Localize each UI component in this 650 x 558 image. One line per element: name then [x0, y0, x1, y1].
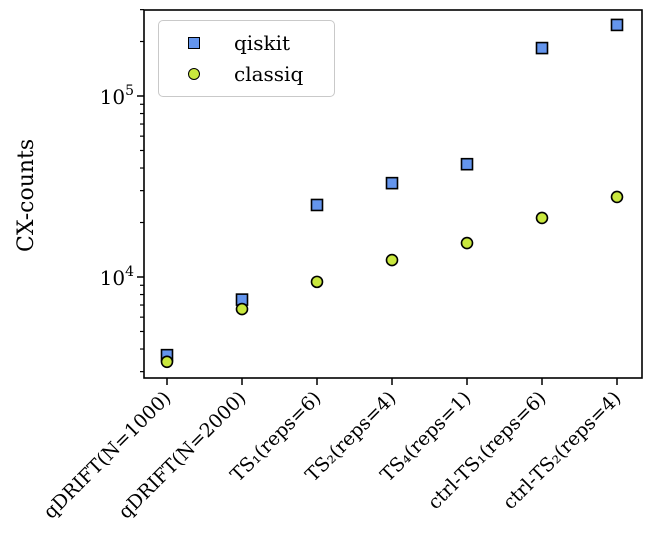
- point-classiq: [385, 253, 399, 267]
- legend-label-classiq: classiq: [234, 62, 304, 87]
- legend-label-qiskit: qiskit: [234, 30, 291, 55]
- legend: qiskit classiq: [158, 20, 335, 97]
- point-qiskit: [610, 18, 624, 32]
- y-major-ticks: [137, 95, 144, 278]
- y-tick-label: 104: [100, 264, 134, 290]
- qiskit-square-marker-icon: [188, 36, 200, 49]
- x-ticks: [166, 378, 618, 385]
- point-qiskit: [310, 198, 324, 212]
- x-tick-label: qDRIFT(N=2000): [114, 387, 250, 523]
- point-classiq: [160, 355, 174, 369]
- point-classiq: [610, 190, 624, 204]
- y-axis-label: CX-counts: [14, 138, 39, 252]
- classiq-circle-marker-icon: [188, 68, 200, 81]
- point-classiq: [535, 211, 549, 225]
- y-tick-labels: 104 105: [100, 83, 134, 290]
- x-tick-labels: qDRIFT(N=1000)qDRIFT(N=2000)TS₁(reps=6)T…: [39, 387, 625, 523]
- x-tick-label: qDRIFT(N=1000): [39, 387, 175, 523]
- point-classiq: [235, 302, 249, 316]
- y-minor-ticks: [140, 9, 144, 373]
- y-tick-label: 105: [100, 83, 134, 109]
- legend-item-classiq: classiq: [188, 60, 334, 88]
- point-classiq: [460, 236, 474, 250]
- point-qiskit: [385, 176, 399, 190]
- point-qiskit: [460, 157, 474, 171]
- legend-item-qiskit: qiskit: [188, 29, 334, 57]
- point-classiq: [310, 275, 324, 289]
- point-qiskit: [535, 41, 549, 55]
- data-points: [160, 18, 624, 369]
